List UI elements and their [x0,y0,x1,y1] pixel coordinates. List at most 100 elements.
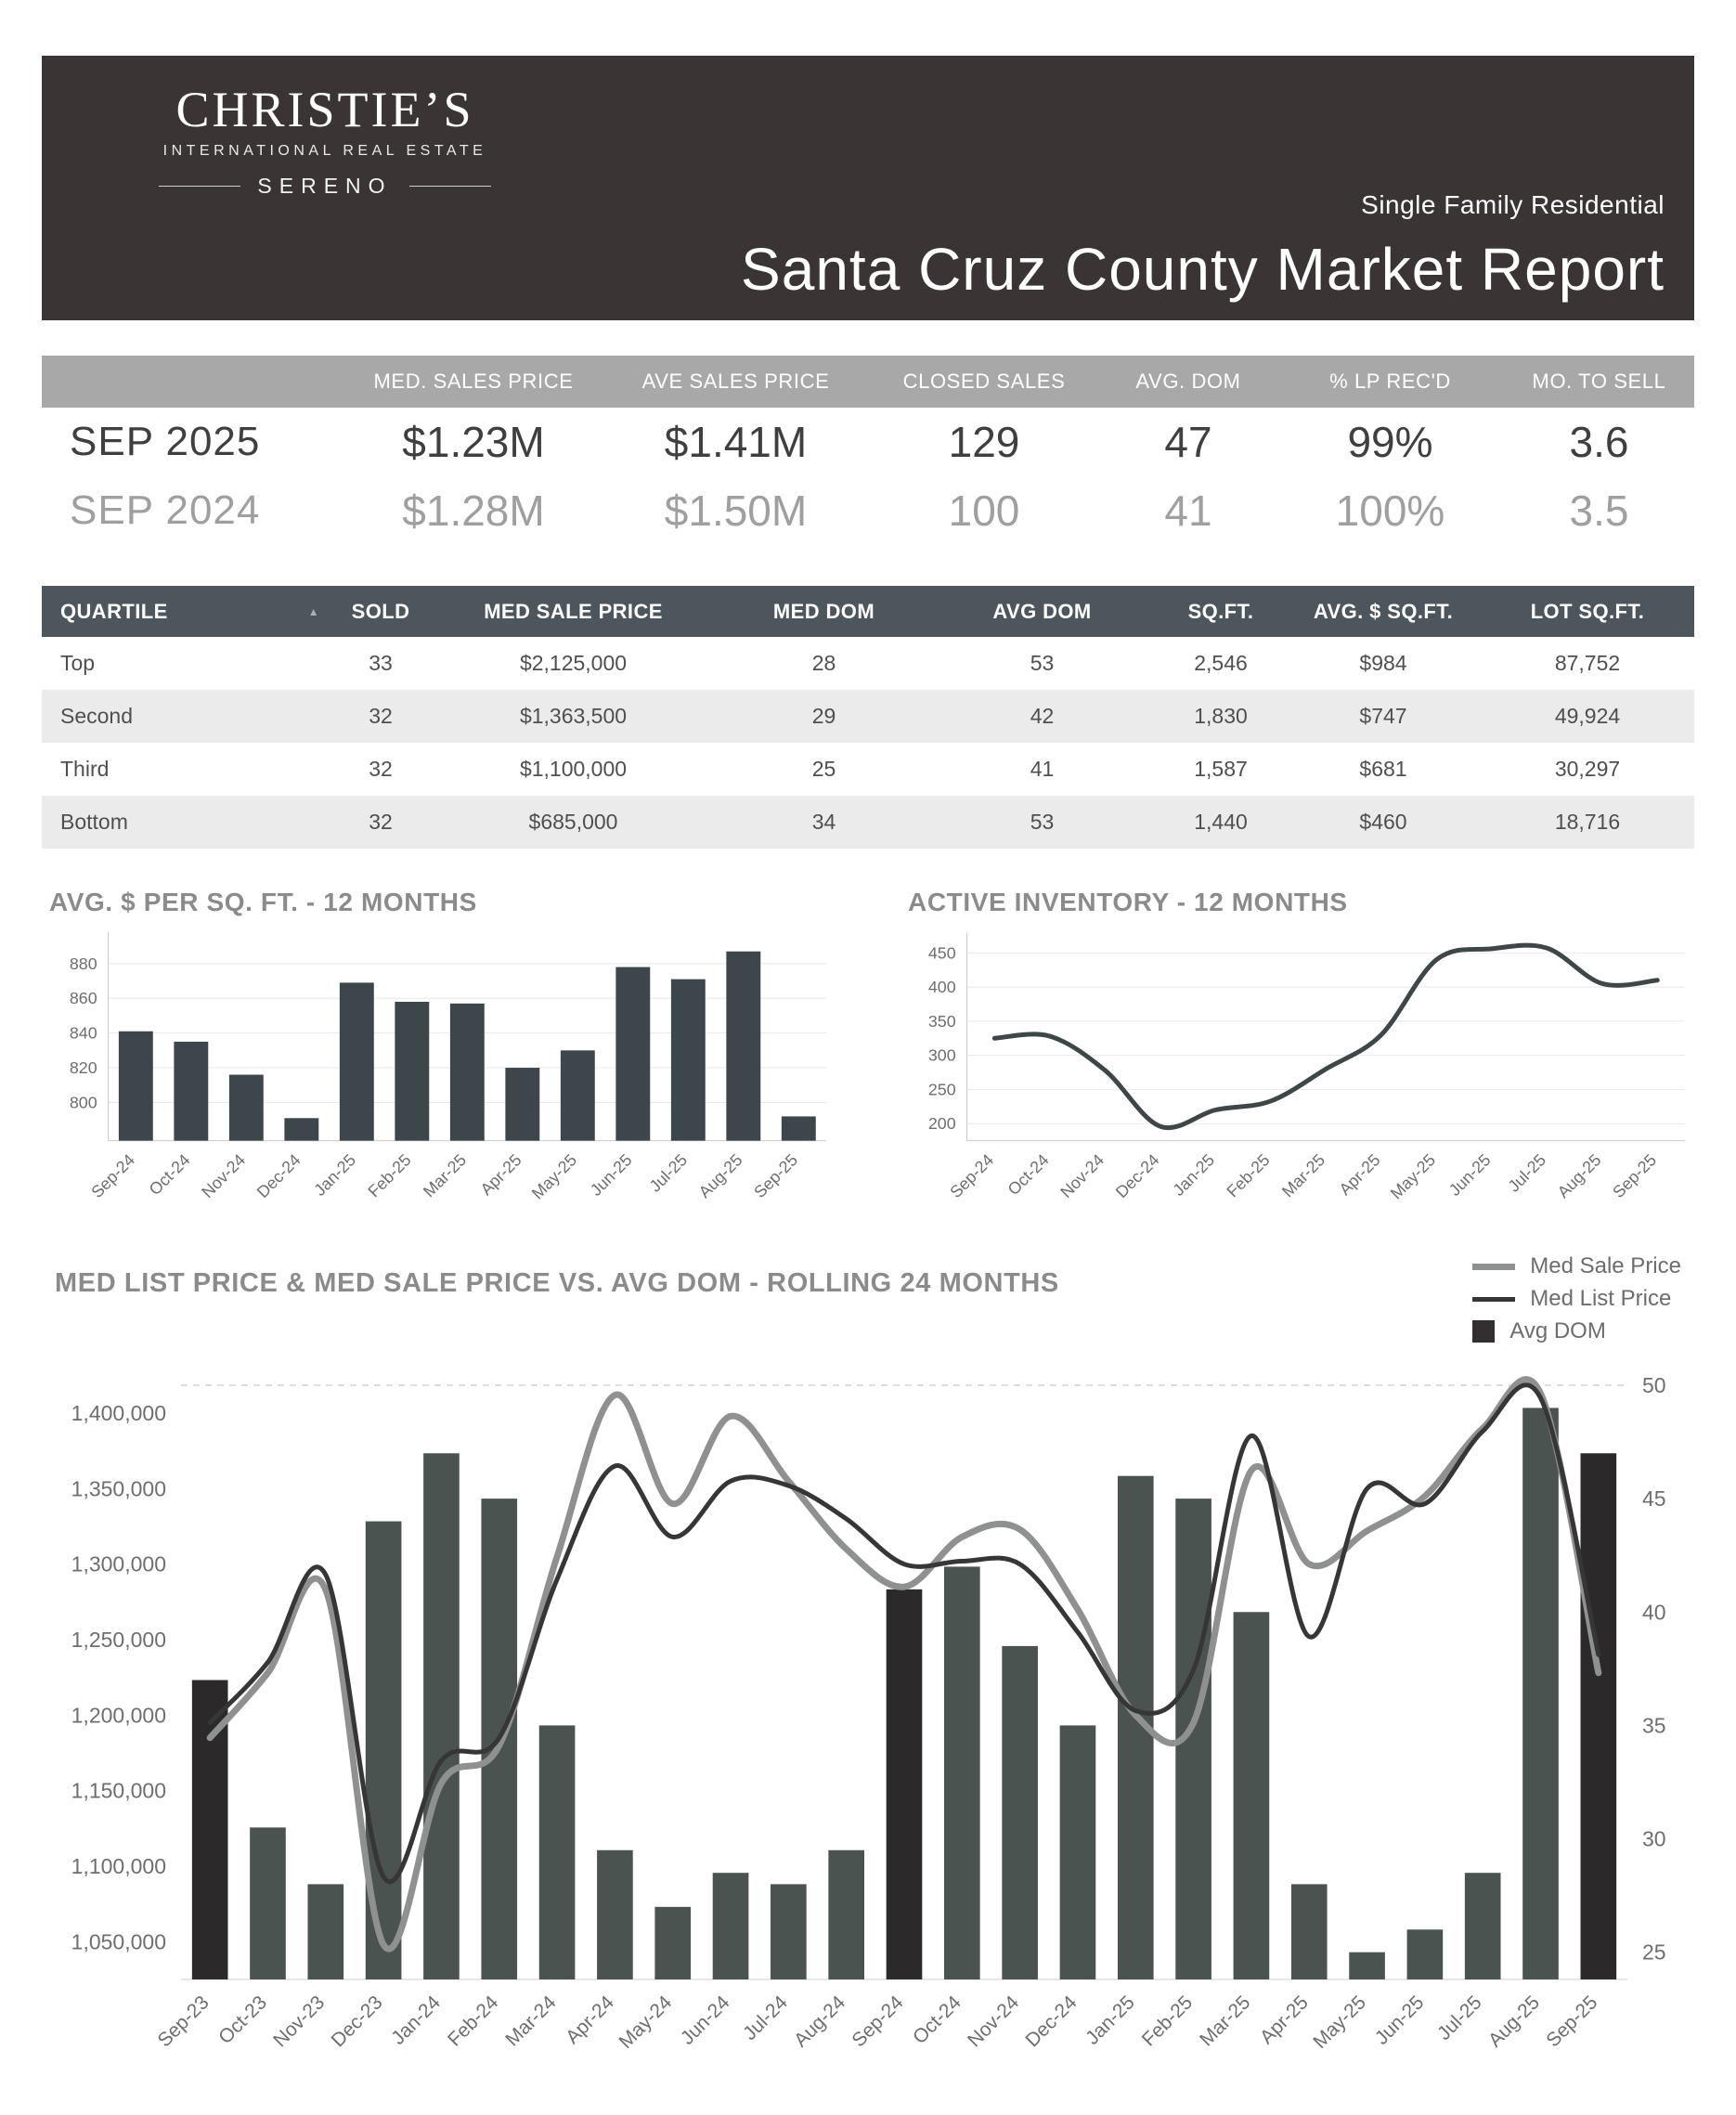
svg-text:Jun-25: Jun-25 [1445,1150,1495,1200]
svg-text:30: 30 [1642,1827,1666,1851]
svg-text:May-25: May-25 [528,1150,580,1202]
med-list-price-line-swatch [1472,1296,1516,1302]
cell-quartile: Second [60,704,134,728]
brand-sub-label: SERENO [257,173,393,198]
svg-text:Dec-23: Dec-23 [328,1992,387,2051]
svg-text:1,350,000: 1,350,000 [71,1476,166,1500]
svg-text:Jan-25: Jan-25 [310,1150,359,1200]
summary-period-label: SEP 2025 [70,419,261,464]
svg-text:Dec-24: Dec-24 [253,1150,304,1201]
cell-avg-price-sqft: $984 [1359,651,1407,675]
svg-text:Nov-24: Nov-24 [964,1992,1023,2051]
chart-legend: Med Sale Price Med List Price Avg DOM [1472,1253,1681,1344]
svg-text:25: 25 [1642,1940,1666,1965]
quartile-table: QUARTILE ▲ SOLD MED SALE PRICE MED DOM A… [42,586,1694,849]
brand-tagline: INTERNATIONAL REAL ESTATE [162,142,487,159]
cell-quartile: Bottom [60,810,128,834]
svg-text:Aug-25: Aug-25 [1554,1150,1605,1201]
stat-med-sales-price: $1.23M [402,418,545,466]
table-row: Third 32 $1,100,000 25 41 1,587 $681 30,… [42,743,1694,796]
cell-med-sale-price: $1,363,500 [519,704,628,728]
svg-text:Aug-25: Aug-25 [1484,1992,1544,2051]
column-header-quartile[interactable]: QUARTILE ▲ [42,600,334,624]
stat-closed-sales: 100 [948,487,1020,535]
svg-text:Apr-25: Apr-25 [1256,1992,1313,2048]
cell-med-dom: 28 [811,651,836,675]
cell-sold: 32 [369,810,393,834]
svg-text:450: 450 [928,943,956,962]
svg-text:Apr-25: Apr-25 [477,1150,525,1199]
combo-chart-section: MED LIST PRICE & MED SALE PRICE VS. AVG … [42,1253,1694,2087]
svg-text:Jun-25: Jun-25 [587,1150,636,1200]
summary-header-lp-recd: % LP REC'D [1329,370,1451,393]
svg-text:800: 800 [70,1093,97,1111]
column-header-avg-price-sqft: AVG. $ SQ.FT. [1313,599,1454,623]
header-right: Single Family Residential Santa Cruz Cou… [741,56,1665,320]
column-header-lot-sqft: LOT SQ.FT. [1530,599,1645,623]
avg-price-sqft-chart: 800 820 840 860 880 Sep-24 Oct-24 Nov-24 Dec-24 J… [42,921,836,1226]
brand-rule-right [408,185,491,187]
svg-text:1,200,000: 1,200,000 [71,1703,166,1727]
svg-text:Jul-25: Jul-25 [1433,1992,1486,2044]
cell-quartile: Third [60,757,110,781]
svg-text:Sep-24: Sep-24 [87,1150,138,1201]
avg-dom-bar-swatch [1472,1320,1496,1343]
svg-text:Jan-25: Jan-25 [1169,1150,1218,1200]
column-header-sold: SOLD [351,599,410,623]
cell-med-sale-price: $2,125,000 [519,651,628,675]
cell-avg-dom: 42 [1030,704,1055,728]
svg-text:880: 880 [70,954,97,973]
svg-text:820: 820 [70,1058,97,1077]
segment-label: Single Family Residential [1361,190,1665,219]
stat-mo-to-sell: 3.6 [1569,418,1629,466]
column-header-med-sale-price: MED SALE PRICE [484,599,663,623]
svg-text:Jun-25: Jun-25 [1371,1992,1429,2049]
svg-text:860: 860 [70,989,97,1007]
svg-text:Oct-24: Oct-24 [146,1150,194,1199]
cell-lot-sqft: 49,924 [1554,704,1621,728]
stat-med-sales-price: $1.28M [402,487,545,535]
svg-text:Aug-24: Aug-24 [790,1992,849,2051]
svg-text:Sep-25: Sep-25 [1542,1992,1601,2051]
column-header-avg-dom: AVG DOM [992,599,1092,623]
svg-text:Dec-24: Dec-24 [1112,1150,1163,1201]
svg-text:Feb-25: Feb-25 [1138,1992,1197,2050]
svg-text:Jul-25: Jul-25 [1505,1150,1550,1196]
svg-text:Oct-24: Oct-24 [1004,1150,1053,1199]
svg-text:1,150,000: 1,150,000 [71,1779,166,1803]
legend-item-med-sale-price: Med Sale Price [1472,1253,1681,1279]
svg-text:45: 45 [1642,1486,1666,1511]
sort-asc-icon[interactable]: ▲ [307,604,319,618]
summary-header-closed-sales: CLOSED SALES [902,370,1066,393]
cell-med-dom: 34 [811,810,836,834]
table-row: Bottom 32 $685,000 34 53 1,440 $460 18,7… [42,796,1694,849]
svg-text:400: 400 [928,978,956,996]
svg-text:350: 350 [928,1012,956,1031]
stat-ave-sales-price: $1.41M [664,418,808,466]
svg-text:Sep-24: Sep-24 [848,1992,907,2051]
svg-text:Jan-24: Jan-24 [387,1992,445,2049]
svg-text:Oct-24: Oct-24 [909,1992,965,2048]
cell-sold: 32 [369,704,393,728]
svg-text:840: 840 [70,1024,97,1043]
svg-text:Nov-23: Nov-23 [269,1992,329,2051]
svg-text:Jun-24: Jun-24 [677,1992,734,2049]
cell-med-sale-price: $685,000 [528,810,618,834]
summary-header-row: MED. SALES PRICE AVE SALES PRICE CLOSED … [42,356,1694,408]
column-header-med-dom: MED DOM [772,599,875,623]
cell-med-dom: 25 [811,757,836,781]
cell-avg-dom: 53 [1030,810,1055,834]
stat-avg-dom: 41 [1164,487,1212,535]
svg-text:Mar-25: Mar-25 [1278,1150,1328,1200]
svg-text:Sep-23: Sep-23 [154,1992,214,2051]
cell-med-dom: 29 [811,704,836,728]
quartile-table-header: QUARTILE ▲ SOLD MED SALE PRICE MED DOM A… [42,586,1694,637]
cell-avg-price-sqft: $460 [1359,810,1407,834]
small-charts-row: AVG. $ PER SQ. FT. - 12 MONTHS 800 820 840… [42,888,1694,1226]
svg-text:Feb-24: Feb-24 [444,1992,503,2051]
table-row: Top 33 $2,125,000 28 53 2,546 $984 87,75… [42,637,1694,690]
cell-sqft: 1,440 [1194,810,1248,834]
svg-text:Dec-24: Dec-24 [1021,1992,1081,2051]
column-header-sqft: SQ.FT. [1187,599,1254,623]
svg-text:Mar-25: Mar-25 [420,1150,470,1200]
